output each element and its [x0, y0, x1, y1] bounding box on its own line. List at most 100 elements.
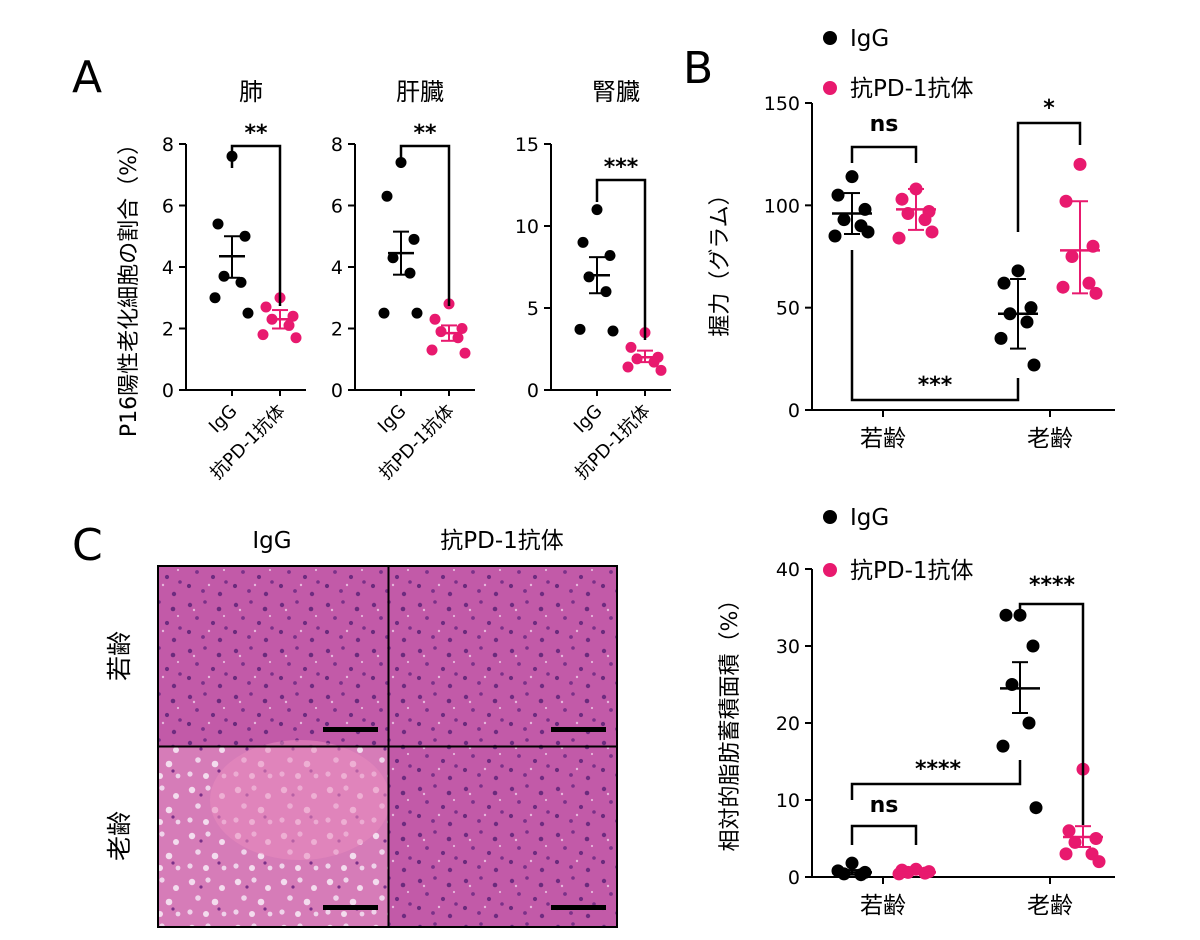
y-tick-label: 0	[527, 380, 539, 402]
y-tick-label: 6	[331, 196, 343, 218]
subplot-title: 腎臓	[592, 78, 640, 106]
data-point	[212, 218, 224, 230]
b-legend-igg: IgG	[850, 26, 889, 52]
y-tick-label: 2	[331, 319, 343, 341]
data-point	[1092, 855, 1106, 869]
significance-label: ***	[604, 155, 639, 180]
a-ylabel: P16陽性老化細胞の割合（%）	[117, 133, 142, 437]
y-tick-label: 100	[764, 195, 800, 217]
data-point	[260, 301, 272, 313]
panel-label-c: C	[72, 520, 103, 571]
data-point	[1026, 639, 1040, 653]
data-point	[600, 286, 612, 298]
hist-row-young: 若齢	[105, 631, 134, 681]
data-point	[1082, 276, 1096, 290]
b-legend-anti-marker	[823, 81, 837, 95]
data-point	[607, 325, 619, 337]
c-legend: IgG 抗PD-1抗体	[823, 505, 974, 584]
c-legend-anti-marker	[823, 563, 837, 577]
b-legend-igg-marker	[823, 31, 837, 45]
data-point	[1029, 801, 1043, 815]
data-point	[1089, 832, 1103, 845]
b-legend: IgG 抗PD-1抗体	[823, 26, 974, 102]
y-tick-label: 10	[776, 790, 800, 812]
c-legend-anti: 抗PD-1抗体	[850, 558, 974, 584]
hist-aged-anti	[389, 747, 617, 927]
significance-label: ns	[870, 793, 899, 818]
data-point	[622, 361, 634, 373]
significance-bracket	[850, 824, 918, 845]
y-tick-label: 6	[162, 196, 174, 218]
data-point	[1065, 250, 1079, 263]
y-tick-label: 0	[788, 400, 800, 422]
hist-aged-igg-eosin-region	[210, 740, 390, 860]
data-point	[918, 213, 932, 227]
c-ylabel: 相対的脂肪蓄積面積（%）	[718, 589, 743, 852]
y-tick-label: 0	[788, 867, 800, 889]
data-point	[845, 856, 859, 870]
y-tick-label: 15	[515, 134, 539, 156]
x-tick-label: IgG	[374, 401, 411, 438]
b-legend-anti: 抗PD-1抗体	[850, 76, 974, 102]
data-point	[1059, 847, 1073, 861]
y-tick-label: 10	[515, 216, 539, 238]
data-point	[290, 332, 302, 344]
scale-bar	[323, 905, 378, 910]
data-point	[925, 225, 939, 239]
data-point	[828, 229, 842, 243]
significance-label: ns	[870, 112, 899, 137]
data-point	[892, 867, 906, 881]
hist-row-aged: 老齢	[105, 811, 134, 861]
x-tick-label: 若齢	[860, 893, 906, 919]
y-tick-label: 2	[162, 319, 174, 341]
scale-bar	[551, 727, 606, 732]
data-point	[387, 252, 399, 264]
data-point	[1020, 315, 1034, 329]
y-tick-label: 40	[776, 559, 800, 581]
data-point	[1027, 358, 1041, 372]
y-tick-label: 50	[776, 298, 800, 320]
x-tick-label: IgG	[205, 401, 242, 438]
hist-col-anti: 抗PD-1抗体	[440, 528, 564, 554]
hist-col-igg: IgG	[252, 528, 291, 554]
data-point	[1056, 280, 1070, 294]
data-point	[1089, 286, 1103, 300]
data-point	[994, 331, 1008, 345]
data-point	[235, 276, 247, 288]
data-point	[1022, 716, 1036, 730]
hist-young-anti	[389, 566, 617, 746]
data-point	[209, 292, 221, 304]
data-point	[378, 307, 390, 319]
data-point	[1062, 824, 1076, 838]
data-point	[242, 307, 254, 319]
y-tick-label: 0	[331, 380, 343, 402]
data-point	[837, 213, 851, 227]
data-point	[861, 225, 875, 239]
data-point	[1068, 835, 1082, 849]
data-point	[429, 313, 441, 325]
data-point	[591, 204, 603, 216]
data-point	[895, 192, 909, 206]
subplot-title: 肺	[239, 78, 263, 106]
y-tick-label: 150	[764, 93, 800, 115]
histology-grid	[157, 565, 618, 928]
panel-a-plots: 肺02468IgG抗PD-1抗体**肝臓02468IgG抗PD-1抗体**腎臓0…	[162, 78, 671, 484]
y-tick-label: 5	[527, 298, 539, 320]
panel-label-a: A	[72, 52, 102, 103]
data-point	[831, 188, 845, 202]
x-tick-label: IgG	[570, 401, 607, 438]
data-point	[239, 230, 251, 242]
significance-bracket	[1018, 602, 1085, 825]
significance-label: **	[244, 121, 268, 146]
data-point	[1073, 157, 1087, 171]
c-legend-igg: IgG	[850, 505, 889, 531]
data-point	[999, 608, 1013, 622]
data-point	[381, 190, 393, 202]
significance-bracket	[230, 144, 282, 306]
data-point	[435, 326, 447, 338]
